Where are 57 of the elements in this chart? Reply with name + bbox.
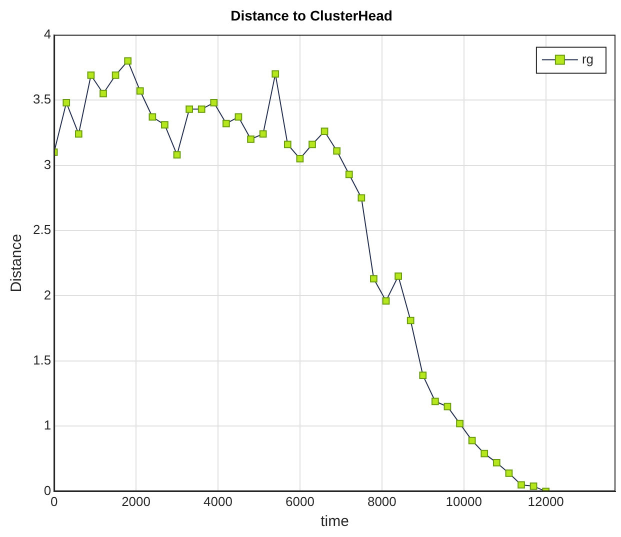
point bbox=[284, 140, 292, 148]
point bbox=[247, 135, 254, 143]
point bbox=[468, 436, 476, 444]
point bbox=[296, 155, 304, 162]
x-tick-label: 8000 bbox=[367, 494, 396, 509]
y-tick-label: 0 bbox=[44, 482, 52, 498]
x-tick-label: 6000 bbox=[285, 494, 314, 509]
y-tick-label: 3.5 bbox=[32, 92, 52, 107]
point bbox=[382, 297, 390, 305]
point bbox=[173, 151, 181, 159]
point bbox=[234, 113, 242, 121]
y-axis-title: Distance bbox=[8, 234, 26, 292]
x-axis-title: time bbox=[320, 513, 349, 530]
point bbox=[419, 372, 427, 379]
point bbox=[358, 194, 366, 202]
point bbox=[124, 57, 132, 65]
y-tick-label: 4 bbox=[44, 26, 52, 42]
point bbox=[432, 398, 439, 406]
point bbox=[198, 105, 206, 113]
point bbox=[333, 147, 341, 155]
point bbox=[112, 72, 120, 79]
point bbox=[320, 128, 328, 136]
point bbox=[74, 130, 82, 138]
point bbox=[505, 469, 513, 477]
point bbox=[406, 316, 414, 324]
point bbox=[136, 87, 144, 95]
x-tick-label: 10000 bbox=[446, 494, 482, 509]
point bbox=[222, 120, 230, 128]
point bbox=[148, 113, 156, 121]
legend-label: rg bbox=[582, 51, 594, 66]
point bbox=[345, 170, 353, 178]
point bbox=[456, 420, 464, 428]
point bbox=[87, 72, 95, 79]
point bbox=[186, 105, 193, 113]
y-tick-label: 2.5 bbox=[32, 222, 52, 238]
point bbox=[259, 130, 267, 138]
x-tick-label: 2000 bbox=[122, 494, 150, 509]
point bbox=[62, 98, 70, 106]
point bbox=[370, 275, 378, 282]
point bbox=[394, 272, 402, 280]
point bbox=[518, 481, 525, 489]
point bbox=[308, 140, 316, 148]
point bbox=[530, 482, 538, 490]
point bbox=[161, 121, 168, 128]
x-tick-label: 12000 bbox=[528, 494, 564, 509]
y-tick-label: 2 bbox=[44, 287, 52, 302]
x-tick-label: 4000 bbox=[204, 494, 232, 509]
y-tick-label: 1.5 bbox=[32, 352, 52, 368]
point bbox=[210, 98, 218, 106]
point bbox=[272, 70, 280, 78]
y-tick-label: 1 bbox=[44, 418, 52, 433]
chart-title: Distance to ClusterHead bbox=[230, 7, 392, 24]
point bbox=[100, 90, 107, 98]
y-tick-label: 3 bbox=[44, 156, 52, 172]
point bbox=[492, 459, 500, 466]
point bbox=[444, 402, 452, 410]
point bbox=[480, 450, 488, 458]
